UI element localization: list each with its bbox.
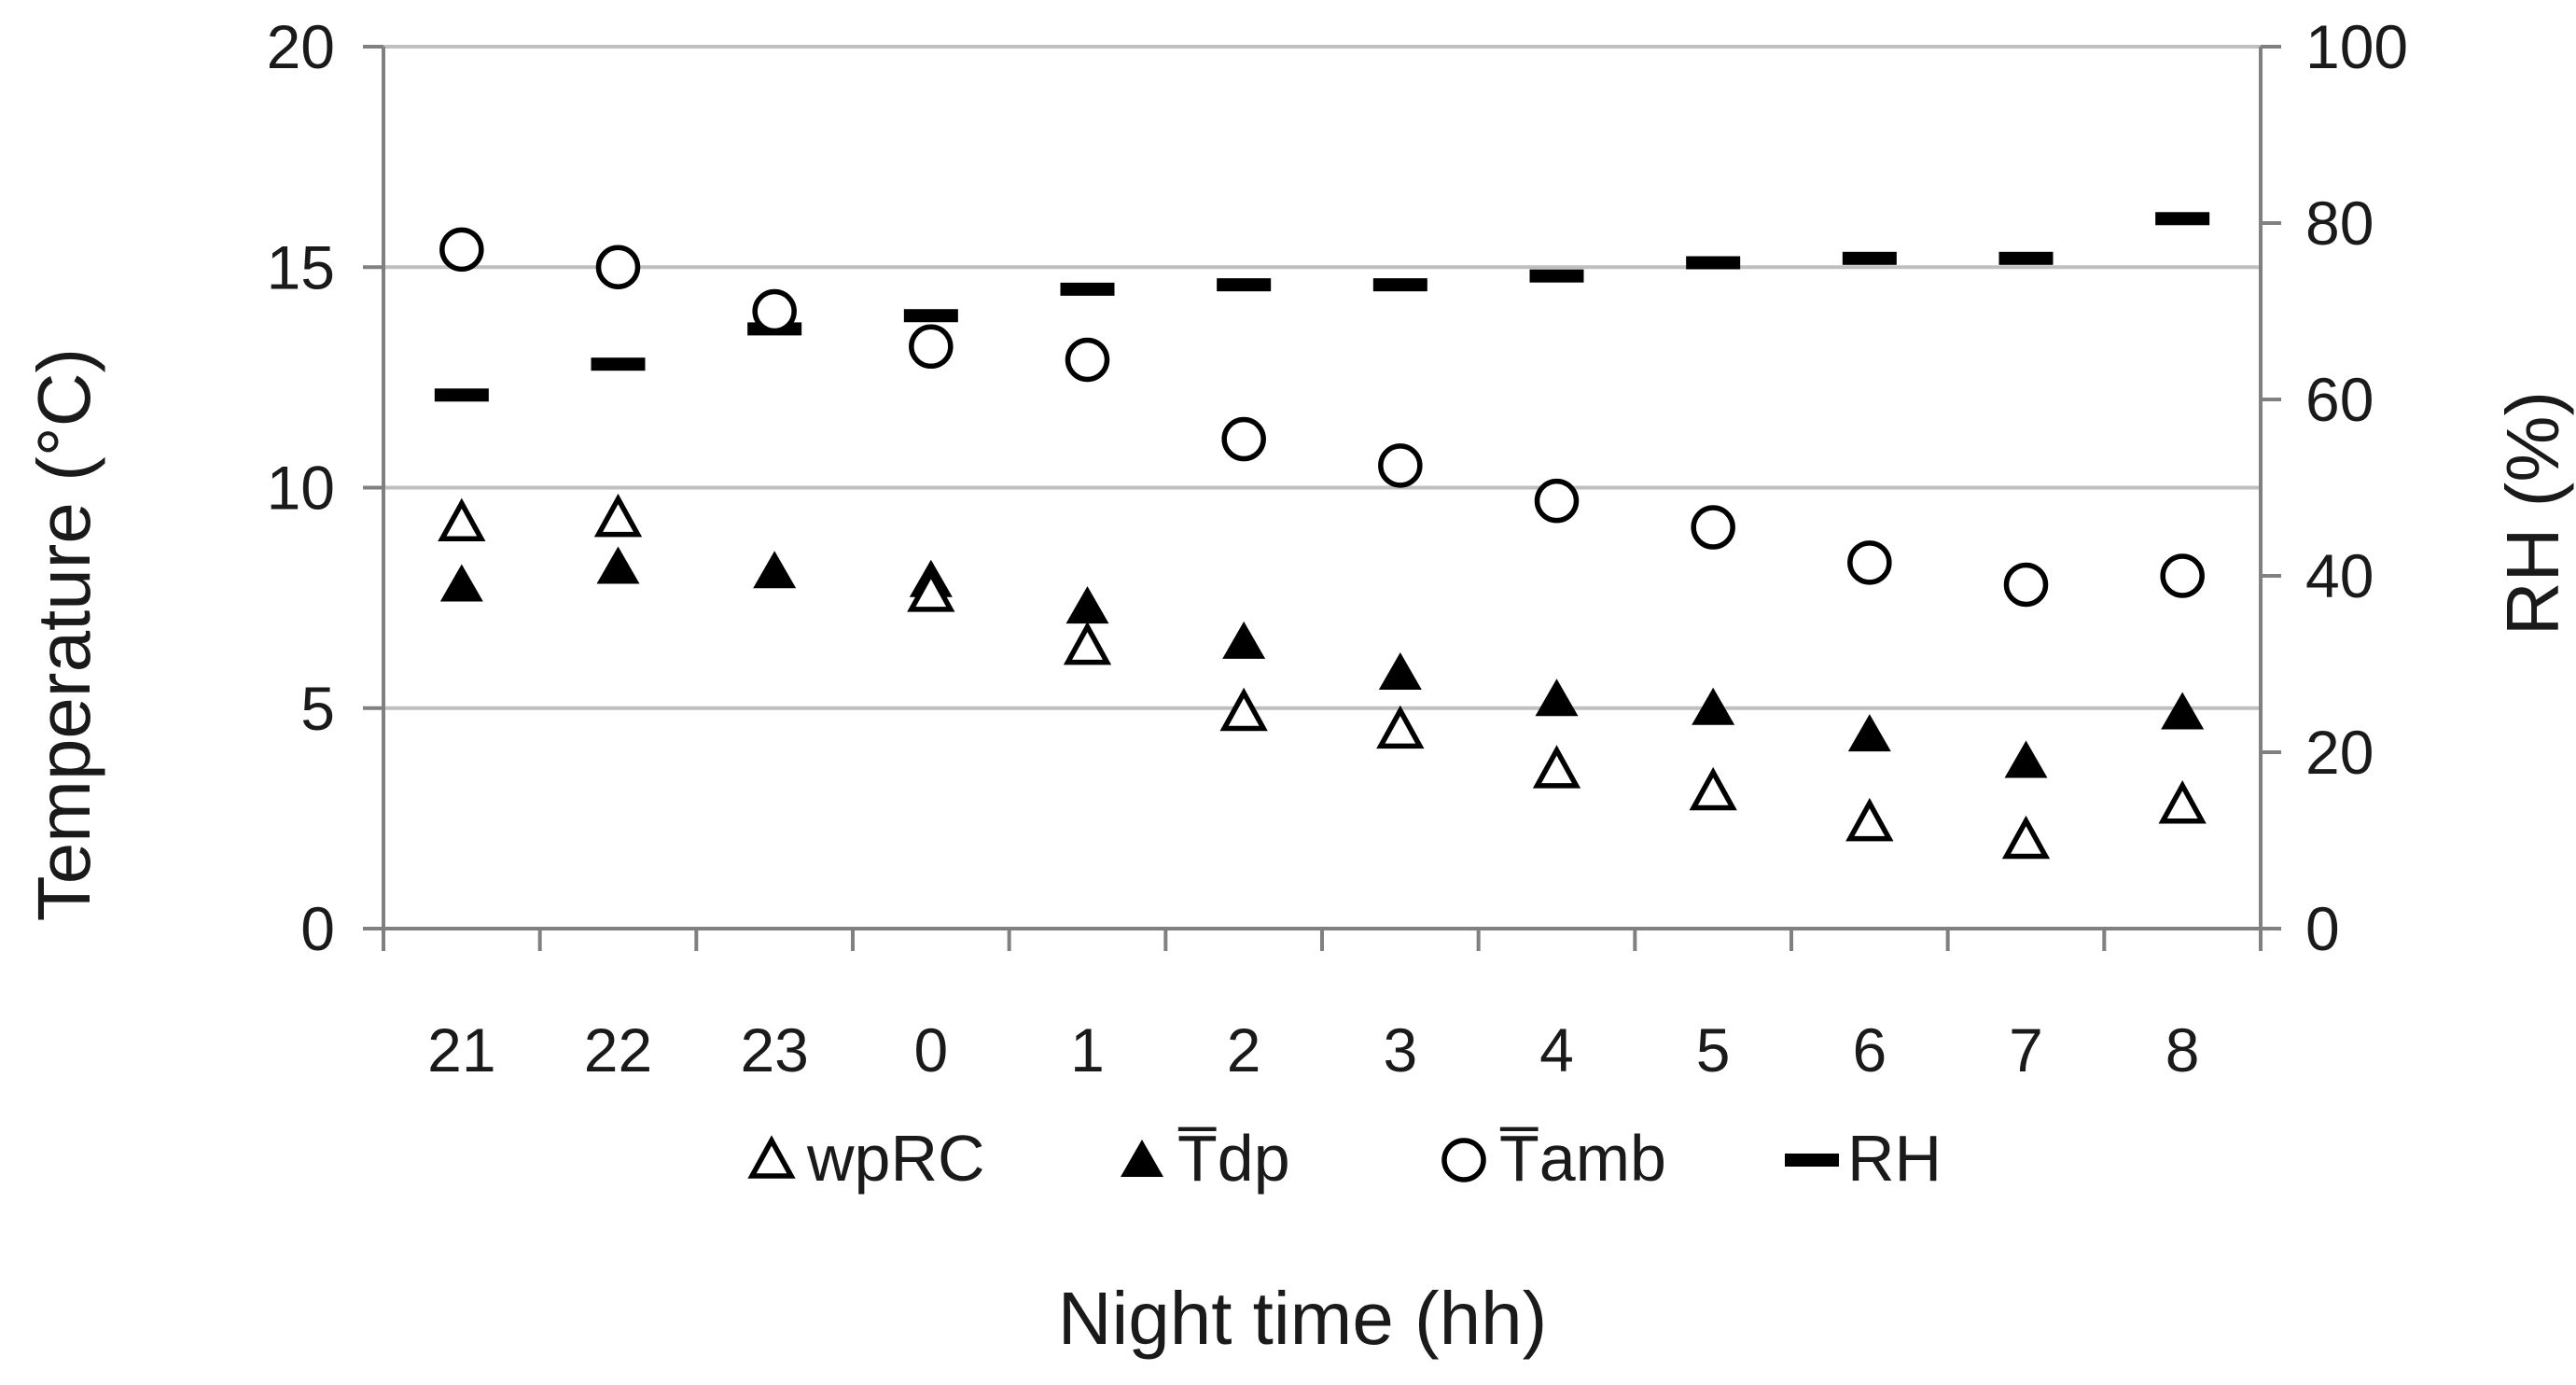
point-tdp — [1692, 687, 1735, 725]
point-tamb — [2160, 553, 2205, 598]
legend-marker-rh — [1785, 1154, 1839, 1167]
legend-item-wprc: wpRC — [747, 1122, 985, 1195]
y2-tick-label: 60 — [2305, 365, 2374, 434]
point-tamb — [1221, 416, 1266, 462]
legend-marker-tamb — [1441, 1138, 1486, 1182]
point-tdp — [753, 551, 797, 589]
point-rh — [903, 309, 958, 323]
point-rh — [1060, 282, 1115, 296]
point-tamb — [2003, 562, 2049, 608]
y2-tick-label: 80 — [2305, 189, 2374, 258]
y-axis-title: Temperature (°C) — [22, 348, 105, 921]
point-wprc — [1376, 705, 1425, 749]
legend-item-rh: RH — [1785, 1122, 1942, 1195]
point-tamb — [439, 227, 484, 273]
x-tick-label: 7 — [2009, 1015, 2043, 1084]
point-tamb — [1847, 540, 1892, 585]
point-tamb — [1691, 505, 1735, 550]
point-rh — [1217, 278, 1272, 292]
y-tick-label: 0 — [300, 894, 335, 963]
x-tick-label: 1 — [1070, 1015, 1105, 1084]
x-tick-label: 4 — [1539, 1015, 1574, 1084]
legend-label-rh: RH — [1847, 1122, 1942, 1195]
point-wprc — [1532, 745, 1581, 789]
series-tdp — [439, 546, 2205, 778]
y-tick-label: 20 — [267, 12, 335, 81]
series-wprc — [438, 493, 2207, 860]
x-tick-label: 23 — [740, 1015, 808, 1084]
gridlines — [383, 45, 2261, 710]
point-rh — [1998, 251, 2054, 265]
legend-item-tamb: T̅amb — [1441, 1122, 1666, 1195]
point-rh — [1686, 256, 1741, 270]
legend-label-tamb: T̅amb — [1499, 1122, 1666, 1195]
y2-tick-label: 40 — [2305, 541, 2374, 610]
point-tdp — [439, 564, 483, 602]
y2-axis-title: RH (%) — [2491, 391, 2574, 636]
x-tick-label: 0 — [913, 1015, 948, 1084]
point-tamb — [1534, 478, 1580, 524]
x-tick-label: 8 — [2165, 1015, 2200, 1084]
data-series — [434, 212, 2210, 860]
x-tick-label: 2 — [1227, 1015, 1261, 1084]
point-rh — [434, 388, 489, 402]
point-wprc — [1689, 766, 1737, 811]
point-tdp — [1535, 679, 1579, 717]
point-wprc — [438, 497, 486, 542]
legend-label-tdp: T̅dp — [1177, 1122, 1290, 1195]
x-tick-label: 6 — [1852, 1015, 1887, 1084]
point-tdp — [1378, 651, 1422, 690]
legend-marker-wprc — [747, 1135, 796, 1179]
point-wprc — [907, 568, 955, 612]
point-wprc — [2001, 815, 2051, 860]
point-tdp — [1065, 586, 1109, 624]
point-tamb — [752, 288, 797, 334]
point-rh — [2155, 212, 2210, 226]
point-tamb — [1378, 443, 1423, 488]
point-wprc — [1845, 797, 1894, 842]
y-tick-label: 10 — [267, 454, 335, 523]
point-tdp — [2161, 692, 2205, 730]
x-axis-title: Night time (hh) — [1058, 1277, 1548, 1360]
point-wprc — [593, 493, 643, 538]
y2-tick-label: 20 — [2305, 718, 2374, 787]
point-rh — [591, 357, 646, 371]
point-rh — [1529, 269, 1584, 283]
y-tick-label: 15 — [267, 232, 335, 301]
x-tick-label: 3 — [1383, 1015, 1417, 1084]
legend: wpRC T̅dp T̅amb RH — [747, 1122, 1942, 1195]
point-tdp — [596, 546, 640, 584]
point-tdp — [2004, 740, 2048, 778]
x-tick-label: 5 — [1696, 1015, 1731, 1084]
point-wprc — [1219, 687, 1268, 732]
point-tdp — [1222, 621, 1266, 659]
point-tdp — [1847, 714, 1891, 752]
legend-item-tdp: T̅dp — [1121, 1122, 1290, 1195]
y-tick-label: 5 — [300, 674, 335, 743]
point-tamb — [1065, 337, 1110, 383]
series-tamb — [439, 227, 2205, 608]
point-tamb — [909, 324, 954, 370]
x-tick-label: 22 — [584, 1015, 652, 1084]
point-rh — [1842, 251, 1897, 265]
point-rh — [1372, 278, 1427, 292]
x-tick-label: 21 — [427, 1015, 495, 1084]
legend-marker-tdp — [1121, 1140, 1163, 1177]
legend-label-wprc: wpRC — [806, 1122, 985, 1195]
series-rh — [434, 212, 2210, 402]
y2-tick-label: 100 — [2305, 12, 2408, 81]
point-wprc — [1063, 621, 1112, 665]
y2-tick-label: 0 — [2305, 894, 2340, 963]
point-tamb — [595, 245, 641, 289]
point-wprc — [2158, 780, 2207, 824]
